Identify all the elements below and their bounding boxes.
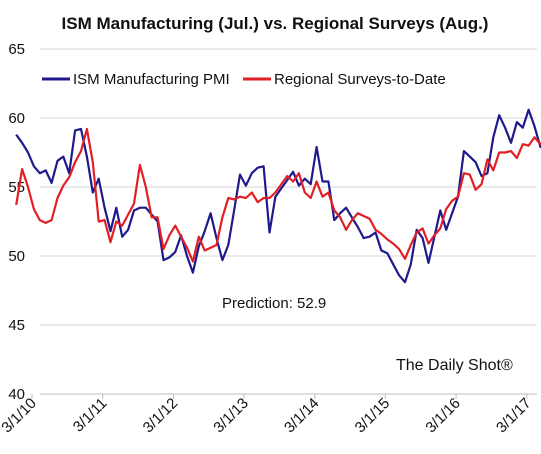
series-lines: [15, 108, 541, 284]
series-line-regional: [15, 127, 541, 263]
y-tick-label: 60: [8, 110, 25, 127]
x-axis: 3/1/10 3/1/11 3/1/12 3/1/13 3/1/14 3/1/15 3/1/…: [0, 394, 535, 437]
x-tick-label: 3/1/17: [493, 395, 535, 437]
chart-title: ISM Manufacturing (Jul.) vs. Regional Su…: [62, 14, 489, 33]
legend: ISM Manufacturing PMI Regional Surveys-t…: [42, 71, 446, 88]
source-brand: The Daily Shot®: [396, 357, 513, 374]
x-tick-label: 3/1/16: [422, 395, 464, 437]
legend-label-ism: ISM Manufacturing PMI: [73, 71, 230, 88]
gridlines: [40, 48, 537, 395]
x-tick-label: 3/1/12: [140, 395, 182, 437]
y-tick-label: 65: [8, 41, 25, 58]
y-tick-label: 45: [8, 317, 25, 334]
y-tick-label: 55: [8, 179, 25, 196]
legend-label-regional: Regional Surveys-to-Date: [274, 71, 446, 88]
x-tick-label: 3/1/15: [352, 395, 394, 437]
x-tick-label: 3/1/13: [210, 395, 252, 437]
x-tick-label: 3/1/14: [281, 395, 323, 437]
x-tick-label: 3/1/11: [70, 395, 111, 436]
y-tick-label: 40: [8, 386, 25, 403]
y-axis: 40 45 50 55 60 65: [8, 41, 25, 403]
y-tick-label: 50: [8, 248, 25, 265]
prediction-label: Prediction: 52.9: [222, 295, 326, 312]
series-line-ism: [15, 108, 541, 284]
